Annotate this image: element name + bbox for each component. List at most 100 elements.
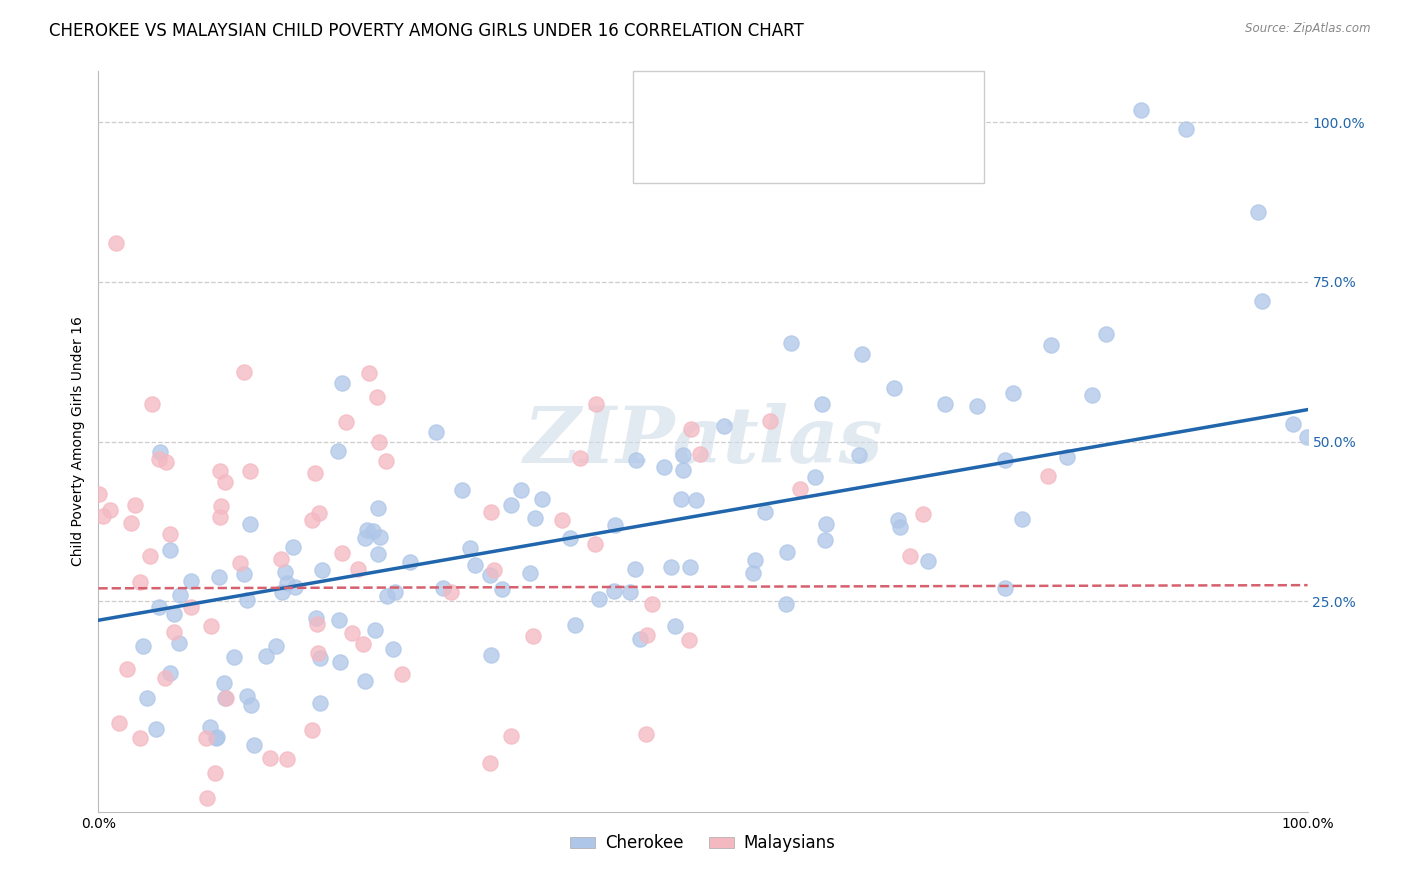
Point [678,633,700,648]
Point [367,500,389,515]
Point [254,649,277,664]
Point [356,523,378,537]
Point [1251,294,1274,309]
Point [135,691,157,706]
Point [308,507,330,521]
Point [124,499,146,513]
Point [851,347,873,361]
Text: N =: N = [815,95,855,113]
Point [180,574,202,589]
Point [1129,103,1152,117]
Point [464,558,486,573]
Point [664,618,686,632]
Point [239,517,262,532]
Point [307,617,329,632]
Point [87,487,110,501]
Point [458,541,481,555]
Point [159,543,181,558]
Point [236,593,259,607]
Point [129,575,152,590]
Point [274,565,297,579]
Point [276,752,298,766]
Text: R =: R = [683,140,723,158]
Point [354,531,377,545]
Point [636,726,658,740]
Point [848,448,870,462]
Point [342,626,364,640]
Point [741,566,763,580]
Point [200,618,222,632]
Point [276,576,298,591]
Point [375,589,398,603]
Point [301,723,323,737]
Point [568,451,591,466]
Point [266,639,288,653]
Point [205,731,228,745]
Point [108,716,131,731]
Point [209,510,232,524]
Point [681,422,703,436]
Point [204,765,226,780]
Text: 0.445: 0.445 [716,95,778,113]
Point [754,505,776,519]
Text: ZIPatlas: ZIPatlas [523,403,883,480]
Point [1174,121,1197,136]
Point [328,443,350,458]
Point [744,553,766,567]
Point [159,527,181,541]
Text: R =: R = [683,95,723,113]
Point [628,632,651,646]
Point [479,648,502,663]
Point [776,545,799,559]
Point [367,547,389,561]
Point [330,546,353,560]
Point [330,376,353,391]
Text: CHEROKEE VS MALAYSIAN CHILD POVERTY AMONG GIRLS UNDER 16 CORRELATION CHART: CHEROKEE VS MALAYSIAN CHILD POVERTY AMON… [49,22,804,40]
Point [239,464,262,478]
Point [522,629,544,643]
Point [236,690,259,704]
Point [120,516,142,530]
Point [391,667,413,681]
Point [887,513,910,527]
Point [381,642,404,657]
Point [347,562,370,576]
Point [259,751,281,765]
Point [491,582,513,597]
Point [155,671,177,685]
Point [713,418,735,433]
Point [214,690,236,705]
Point [519,566,541,580]
Point [368,530,391,544]
Point [551,513,574,527]
Point [994,453,1017,467]
Point [558,532,581,546]
Point [329,655,352,669]
Point [399,555,422,569]
Point [898,549,921,563]
Point [1247,204,1270,219]
Point [603,518,626,533]
Point [384,585,406,599]
Point [499,729,522,743]
Point [195,790,218,805]
Point [588,592,610,607]
Point [139,549,162,563]
Point [328,613,350,627]
Point [115,662,138,676]
Point [911,507,934,521]
Point [1011,512,1033,526]
Point [229,556,252,570]
Point [205,731,228,745]
Point [155,455,177,469]
Point [1056,450,1078,465]
Point [689,447,711,461]
Bar [654,133,678,164]
Point [270,585,292,599]
Text: 114: 114 [848,95,889,113]
Point [814,533,837,548]
Point [780,336,803,351]
Legend: Cherokee, Malaysians: Cherokee, Malaysians [564,828,842,859]
Point [1001,385,1024,400]
Point [889,520,911,534]
